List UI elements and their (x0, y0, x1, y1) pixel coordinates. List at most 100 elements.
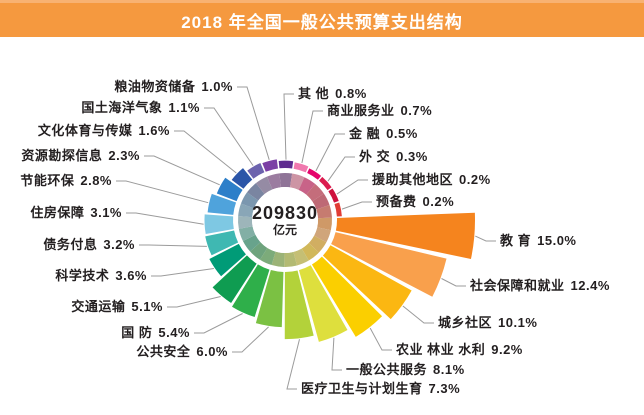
petal-15 (247, 162, 265, 179)
ring-segment (240, 192, 259, 209)
segment-label-18: 商业服务业 0.7% (327, 102, 432, 120)
ring-segment (306, 184, 324, 202)
petal-17 (278, 160, 294, 169)
segment-percent: 1.1% (168, 100, 200, 115)
segment-label-16: 粮油物资储备 1.0% (114, 78, 233, 96)
leader-line (301, 110, 323, 164)
segment-label-14: 文化体育与传媒 1.6% (38, 122, 170, 140)
leader-line (402, 305, 434, 324)
ring-segment (242, 234, 261, 252)
segment-label-7: 国 防 5.4% (121, 324, 190, 342)
segment-percent: 0.5% (386, 126, 418, 141)
leader-line (286, 339, 300, 390)
segment-percent: 9.2% (491, 342, 523, 357)
leader-line (232, 326, 269, 353)
ring-segment (298, 177, 316, 195)
segment-percent: 6.0% (196, 344, 228, 359)
petal-19 (307, 168, 322, 180)
leader-line (139, 244, 207, 247)
segment-name: 金 融 (349, 126, 381, 141)
segment-percent: 3.1% (90, 205, 122, 220)
segment-percent: 10.1% (498, 315, 538, 330)
ring-segment (317, 217, 333, 231)
segment-label-20: 外 交 0.3% (359, 148, 428, 166)
segment-label-15: 国土海洋气象 1.1% (81, 99, 200, 117)
ring-segment (279, 173, 293, 188)
segment-percent: 0.3% (396, 149, 428, 164)
segment-name: 援助其他地区 (372, 172, 454, 187)
segment-label-22: 预备费 0.2% (376, 193, 454, 211)
segment-name: 其 他 (298, 86, 330, 101)
segment-label-3: 农业 林业 水利 9.2% (396, 341, 523, 359)
segment-name: 科学技术 (55, 268, 110, 283)
segment-label-8: 交通运输 5.1% (71, 298, 163, 316)
petal-16 (262, 159, 279, 172)
ring-segment (271, 251, 285, 267)
leader-line (336, 179, 368, 195)
petal-14 (231, 168, 253, 189)
segment-name: 预备费 (376, 194, 417, 209)
segment-percent: 5.4% (158, 325, 190, 340)
segment-name: 国 防 (121, 325, 153, 340)
segment-percent: 2.8% (80, 173, 112, 188)
petal-2 (322, 245, 412, 320)
segment-name: 教 育 (500, 233, 532, 248)
ring-segment (247, 183, 265, 201)
segment-name: 国土海洋气象 (81, 100, 163, 115)
ring-segment (301, 242, 319, 261)
segment-percent: 0.2% (422, 194, 455, 209)
petal-0 (335, 212, 475, 260)
leader-line (475, 235, 496, 242)
segment-name: 资源勘探信息 (21, 148, 103, 163)
petal-18 (293, 162, 309, 173)
segment-label-1: 社会保障和就业 12.4% (470, 277, 610, 295)
leader-line (116, 180, 209, 204)
leader-line (126, 212, 204, 225)
segment-percent: 0.2% (459, 172, 491, 187)
leader-line (174, 130, 237, 174)
leader-line (341, 201, 372, 210)
segment-name: 节能环保 (20, 173, 75, 188)
segment-name: 公共安全 (136, 344, 191, 359)
segment-label-2: 城乡社区 10.1% (438, 314, 537, 332)
leader-line (327, 156, 355, 182)
segment-label-5: 医疗卫生与计划生育 7.3% (301, 380, 460, 398)
segment-percent: 15.0% (537, 233, 577, 248)
segment-label-0: 教 育 15.0% (500, 232, 577, 250)
petal-12 (207, 193, 237, 215)
leader-line (441, 278, 466, 287)
segment-name: 一般公共服务 (346, 362, 428, 377)
leader-line (283, 93, 294, 160)
leader-line (237, 86, 270, 160)
segment-label-13: 资源勘探信息 2.3% (21, 147, 140, 165)
center-disc (252, 187, 318, 253)
leader-line (331, 337, 342, 371)
segment-percent: 12.4% (570, 278, 610, 293)
segment-label-17: 其 他 0.8% (298, 85, 367, 103)
segment-name: 医疗卫生与计划生育 (301, 381, 423, 396)
segment-percent: 1.6% (138, 123, 170, 138)
petal-21 (328, 188, 339, 203)
petal-7 (232, 264, 270, 318)
segment-percent: 1.0% (201, 79, 233, 94)
ring-segment (238, 216, 253, 229)
ring-segment (238, 226, 256, 241)
ring-segment (266, 173, 282, 190)
segment-name: 商业服务业 (327, 103, 395, 118)
segment-label-19: 金 融 0.5% (349, 125, 418, 143)
segment-name: 农业 林业 水利 (396, 342, 486, 357)
leader-line (369, 327, 392, 351)
ring-segment (259, 247, 276, 266)
segment-name: 交通运输 (71, 299, 126, 314)
leader-line (151, 268, 214, 277)
segment-name: 住房保障 (30, 205, 85, 220)
segment-percent: 3.6% (115, 268, 147, 283)
segment-name: 文化体育与传媒 (37, 123, 133, 138)
segment-name: 社会保障和就业 (470, 278, 565, 293)
ring-segment (314, 227, 331, 243)
segment-percent: 7.3% (428, 381, 461, 396)
segment-label-10: 债务付息 3.2% (43, 236, 135, 254)
petal-4 (298, 265, 348, 342)
segment-label-11: 住房保障 3.1% (30, 204, 122, 222)
